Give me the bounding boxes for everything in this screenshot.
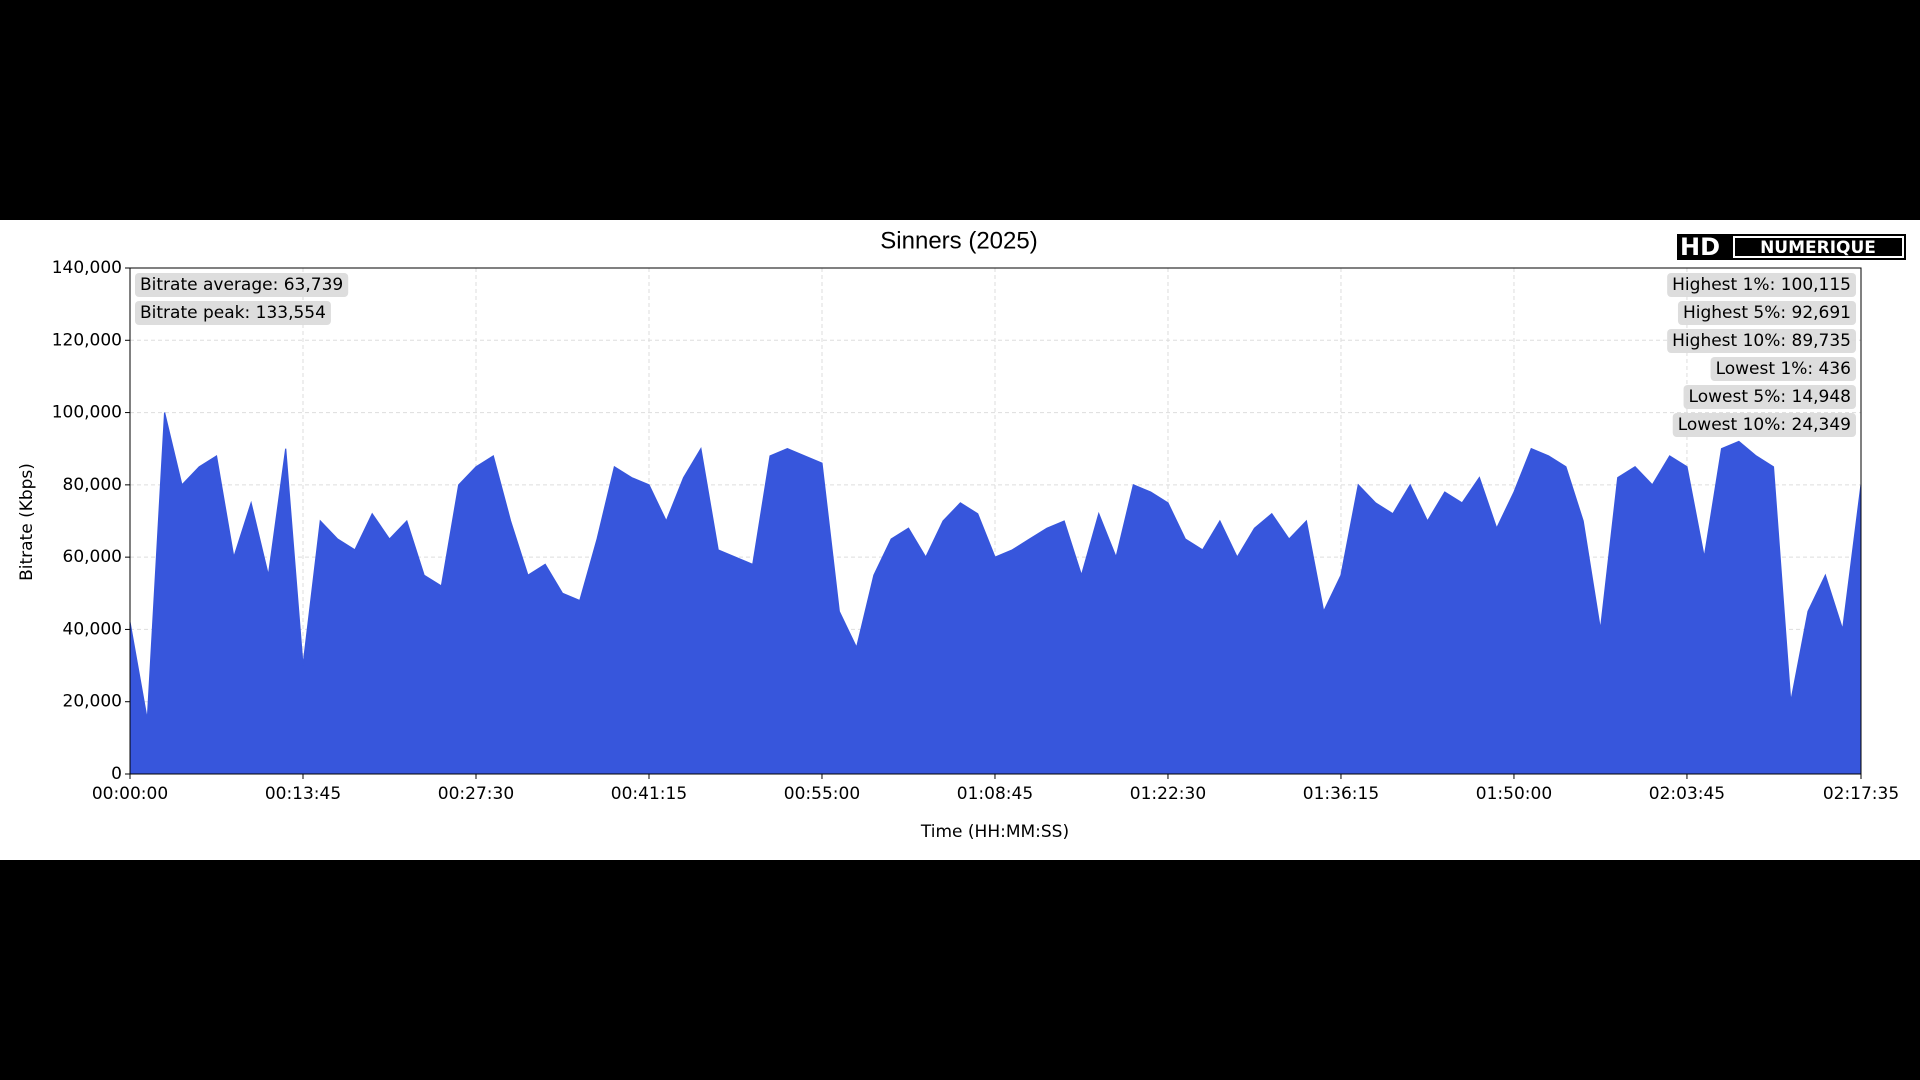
x-tick-label: 00:13:45 xyxy=(265,784,341,804)
x-tick-label: 01:22:30 xyxy=(1130,784,1206,804)
area-line xyxy=(129,412,1862,720)
x-tick-label: 00:41:15 xyxy=(611,784,687,804)
y-tick-label: 40,000 xyxy=(63,619,122,639)
annotation-box xyxy=(1677,301,1856,325)
annotation-text: Lowest 1%: 436 xyxy=(1716,359,1851,379)
x-tick-label: 00:00:00 xyxy=(92,784,168,804)
annotation-box xyxy=(1667,329,1856,353)
annotation-text: Highest 1%: 100,115 xyxy=(1672,275,1851,295)
chart-title: Sinners (2025) xyxy=(880,227,1037,254)
annotation-box xyxy=(1683,385,1856,409)
plot-frame xyxy=(129,267,1862,775)
annotation-box xyxy=(135,273,349,297)
x-tick-label: 01:36:15 xyxy=(1303,784,1379,804)
annotation: Lowest 5%: 14,948 xyxy=(1683,385,1856,409)
annotation-text: Lowest 5%: 14,948 xyxy=(1689,387,1851,407)
annotation-box xyxy=(135,301,331,325)
y-tick-label: 140,000 xyxy=(52,258,122,278)
annotation: Lowest 1%: 436 xyxy=(1710,357,1856,381)
area-fill xyxy=(130,412,1861,774)
y-tick-label: 0 xyxy=(111,764,122,784)
annotation-box xyxy=(1672,413,1856,437)
y-tick-label: 120,000 xyxy=(52,330,122,350)
y-tick-label: 20,000 xyxy=(63,692,122,712)
y-tick-label: 80,000 xyxy=(63,475,122,495)
y-tick-label: 60,000 xyxy=(63,547,122,567)
annotation: Bitrate peak: 133,554 xyxy=(135,301,331,325)
annotation: Lowest 10%: 24,349 xyxy=(1672,413,1856,437)
x-tick-label: 02:03:45 xyxy=(1649,784,1725,804)
y-tick-label: 100,000 xyxy=(52,403,122,423)
annotation-text: Bitrate average: 63,739 xyxy=(140,275,343,295)
annotation-box xyxy=(1710,357,1856,381)
annotation-text: Highest 5%: 92,691 xyxy=(1683,303,1851,323)
x-tick-label: 01:08:45 xyxy=(957,784,1033,804)
x-tick-label: 02:17:35 xyxy=(1823,784,1899,804)
annotation: Highest 1%: 100,115 xyxy=(1667,273,1856,297)
x-tick-label: 01:50:00 xyxy=(1476,784,1552,804)
annotation-text: Bitrate peak: 133,554 xyxy=(140,303,326,323)
y-axis-label: Bitrate (Kbps) xyxy=(17,463,37,581)
annotation: Bitrate average: 63,739 xyxy=(135,273,349,297)
annotation-box xyxy=(1667,273,1856,297)
logo: HD NUMERIQUE xyxy=(1677,233,1906,261)
logo-text: NUMERIQUE xyxy=(1760,238,1876,258)
annotation: Highest 5%: 92,691 xyxy=(1677,301,1856,325)
x-tick-label: 00:27:30 xyxy=(438,784,514,804)
x-tick-label: 00:55:00 xyxy=(784,784,860,804)
logo-inner xyxy=(1735,238,1902,256)
annotation-text: Lowest 10%: 24,349 xyxy=(1678,415,1851,435)
annotation: Highest 10%: 89,735 xyxy=(1667,329,1856,353)
logo-hd: HD xyxy=(1680,233,1720,261)
x-axis-label: Time (HH:MM:SS) xyxy=(920,822,1069,842)
annotation-text: Highest 10%: 89,735 xyxy=(1672,331,1851,351)
